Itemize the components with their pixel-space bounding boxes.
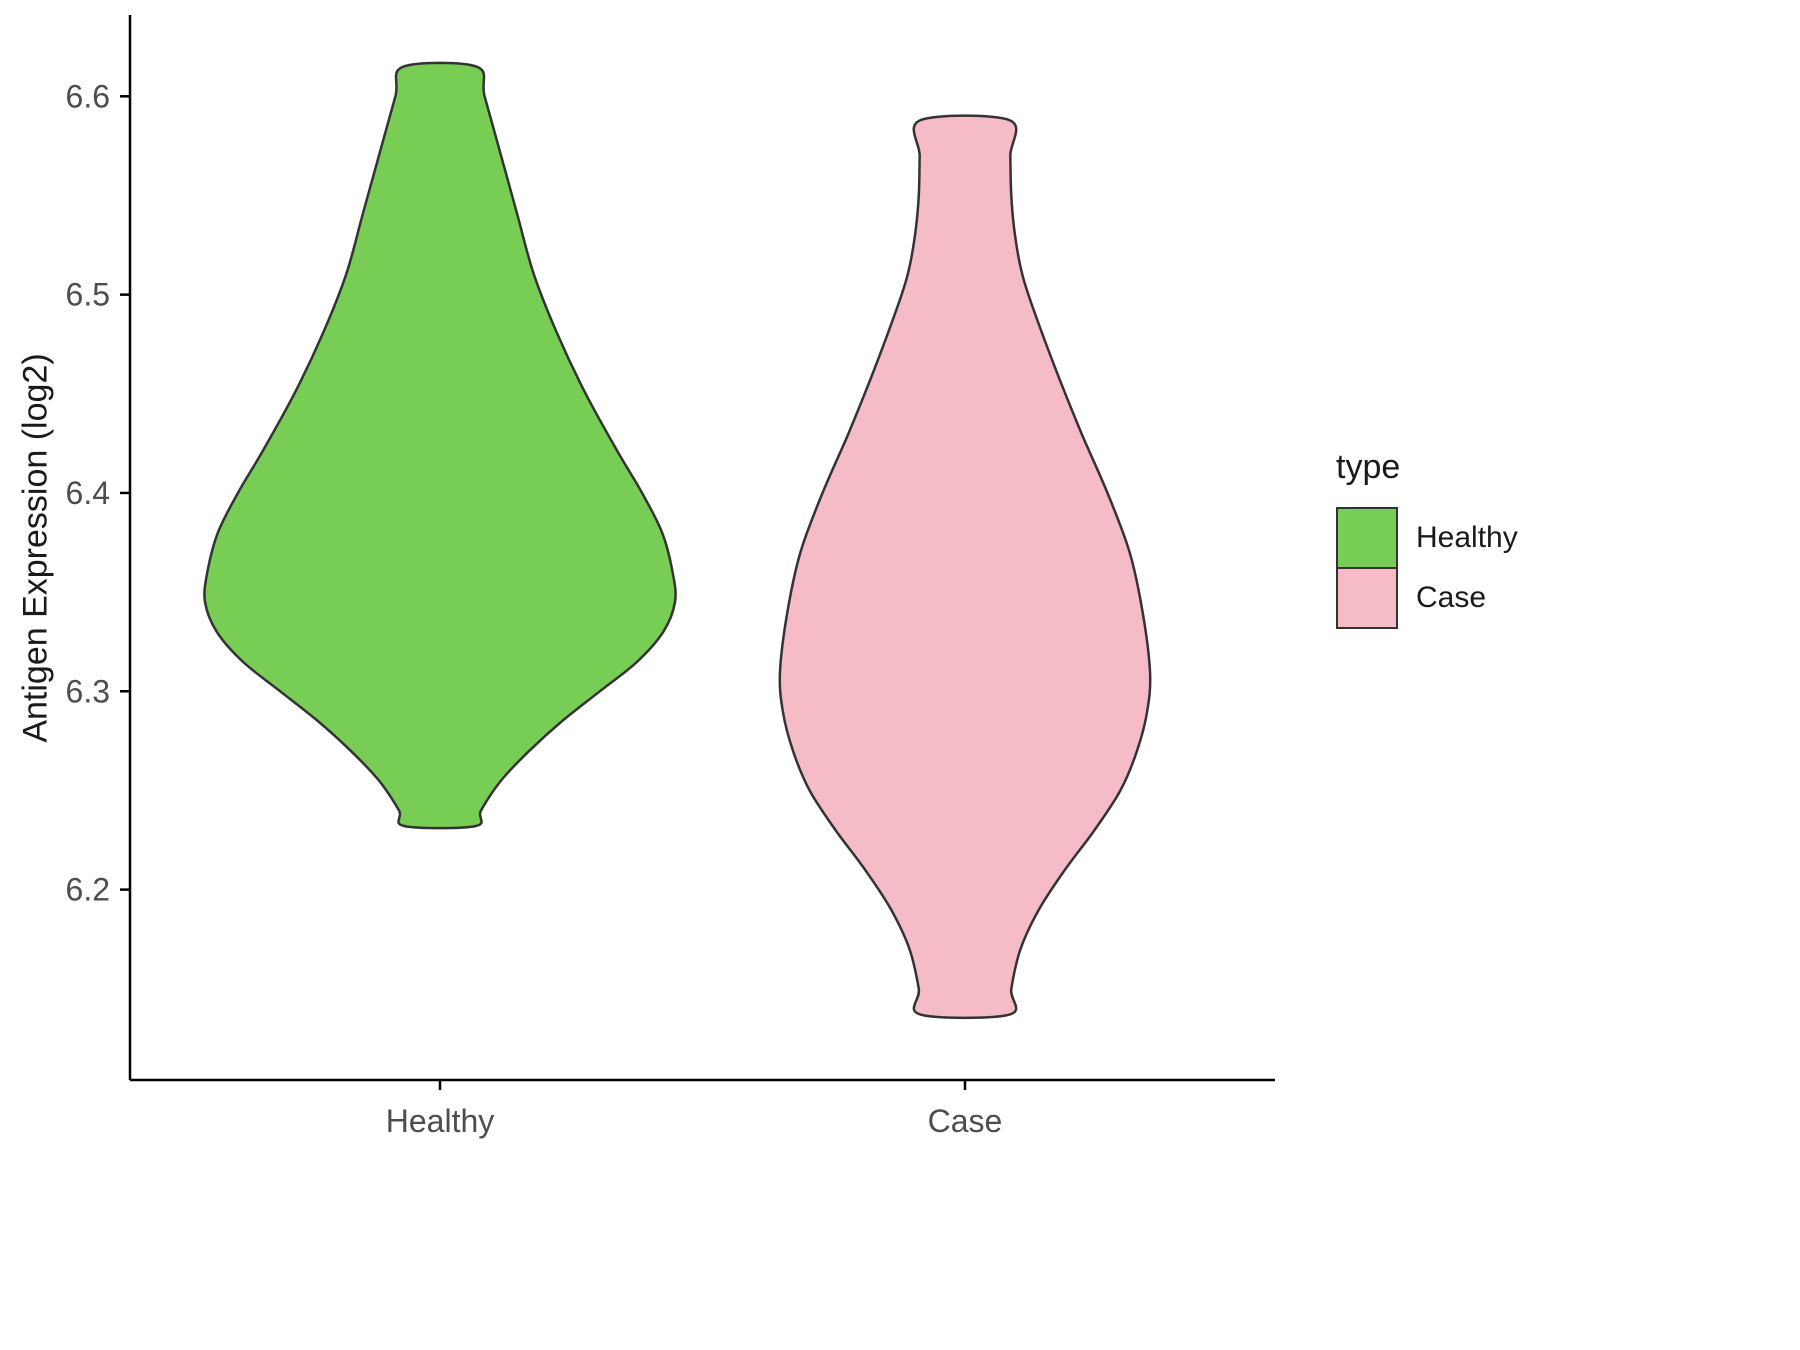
x-tick-label-case: Case: [928, 1103, 1003, 1139]
y-tick-label: 6.6: [66, 78, 110, 114]
legend-items: Healthy Case: [1336, 507, 1518, 629]
x-tick-label-healthy: Healthy: [386, 1103, 495, 1139]
y-tick-label: 6.2: [66, 872, 110, 908]
legend-swatch-case: [1336, 567, 1398, 629]
legend-swatch-healthy: [1336, 507, 1398, 569]
legend-item-case: Case: [1336, 567, 1518, 629]
legend-label-healthy: Healthy: [1416, 521, 1518, 554]
violin-healthy: [203, 61, 677, 830]
legend-item-healthy: Healthy: [1336, 507, 1518, 569]
y-tick-label: 6.5: [66, 277, 110, 313]
y-axis-title: Antigen Expression (log2): [16, 353, 55, 743]
legend-title: type: [1336, 448, 1401, 486]
legend: type Healthy Case: [1336, 448, 1518, 629]
violin-case: [778, 114, 1152, 1020]
legend-label-case: Case: [1416, 581, 1487, 614]
y-tick-label: 6.4: [66, 475, 110, 511]
y-tick-label: 6.3: [66, 673, 110, 709]
